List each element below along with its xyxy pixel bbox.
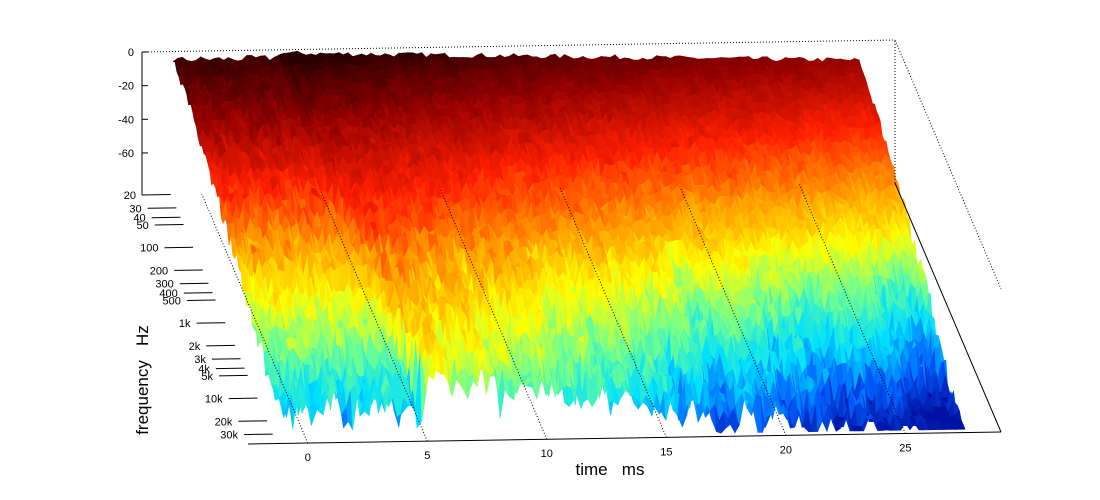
surface — [172, 50, 966, 434]
